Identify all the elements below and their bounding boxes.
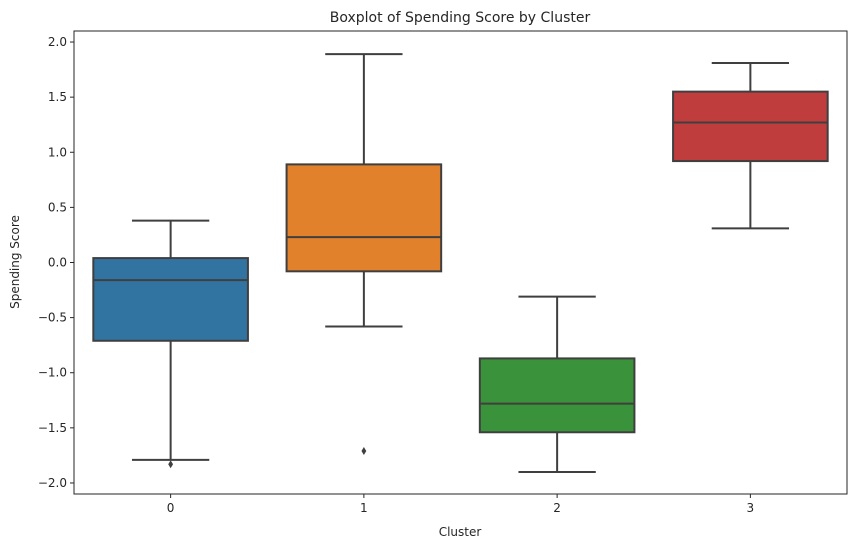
outlier-point [361, 447, 367, 456]
y-tick-label: 0.0 [48, 256, 67, 270]
box-cluster-1 [285, 163, 443, 273]
plot-frame [73, 30, 848, 495]
y-tick-label: 2.0 [48, 35, 67, 49]
plot-area: −2.0 −1.5 −1.0 −0.5 0.0 0.5 1.0 1.5 2.0 0 1 2 3 [38, 30, 848, 515]
y-tick-label: −1.5 [38, 421, 67, 435]
y-tick-label: −1.0 [38, 366, 67, 380]
y-axis-label: Spending Score [8, 215, 22, 309]
outlier-point [168, 460, 174, 469]
y-tick-label: −2.0 [38, 476, 67, 490]
chart-title: Boxplot of Spending Score by Cluster [330, 10, 591, 26]
box-cluster-0 [92, 257, 249, 342]
x-tick-label: 1 [360, 501, 368, 515]
x-tick-label: 2 [553, 501, 561, 515]
x-axis-label: Cluster [439, 525, 482, 539]
y-tick-label: 1.0 [48, 145, 67, 159]
box-cluster-2 [478, 357, 636, 434]
y-tick-label: −0.5 [38, 311, 67, 325]
x-tick-label: 3 [747, 501, 755, 515]
box-cluster-3 [672, 90, 829, 163]
y-tick-label: 1.5 [48, 90, 67, 104]
y-tick-label: 0.5 [48, 200, 67, 214]
x-tick-label: 0 [167, 501, 175, 515]
